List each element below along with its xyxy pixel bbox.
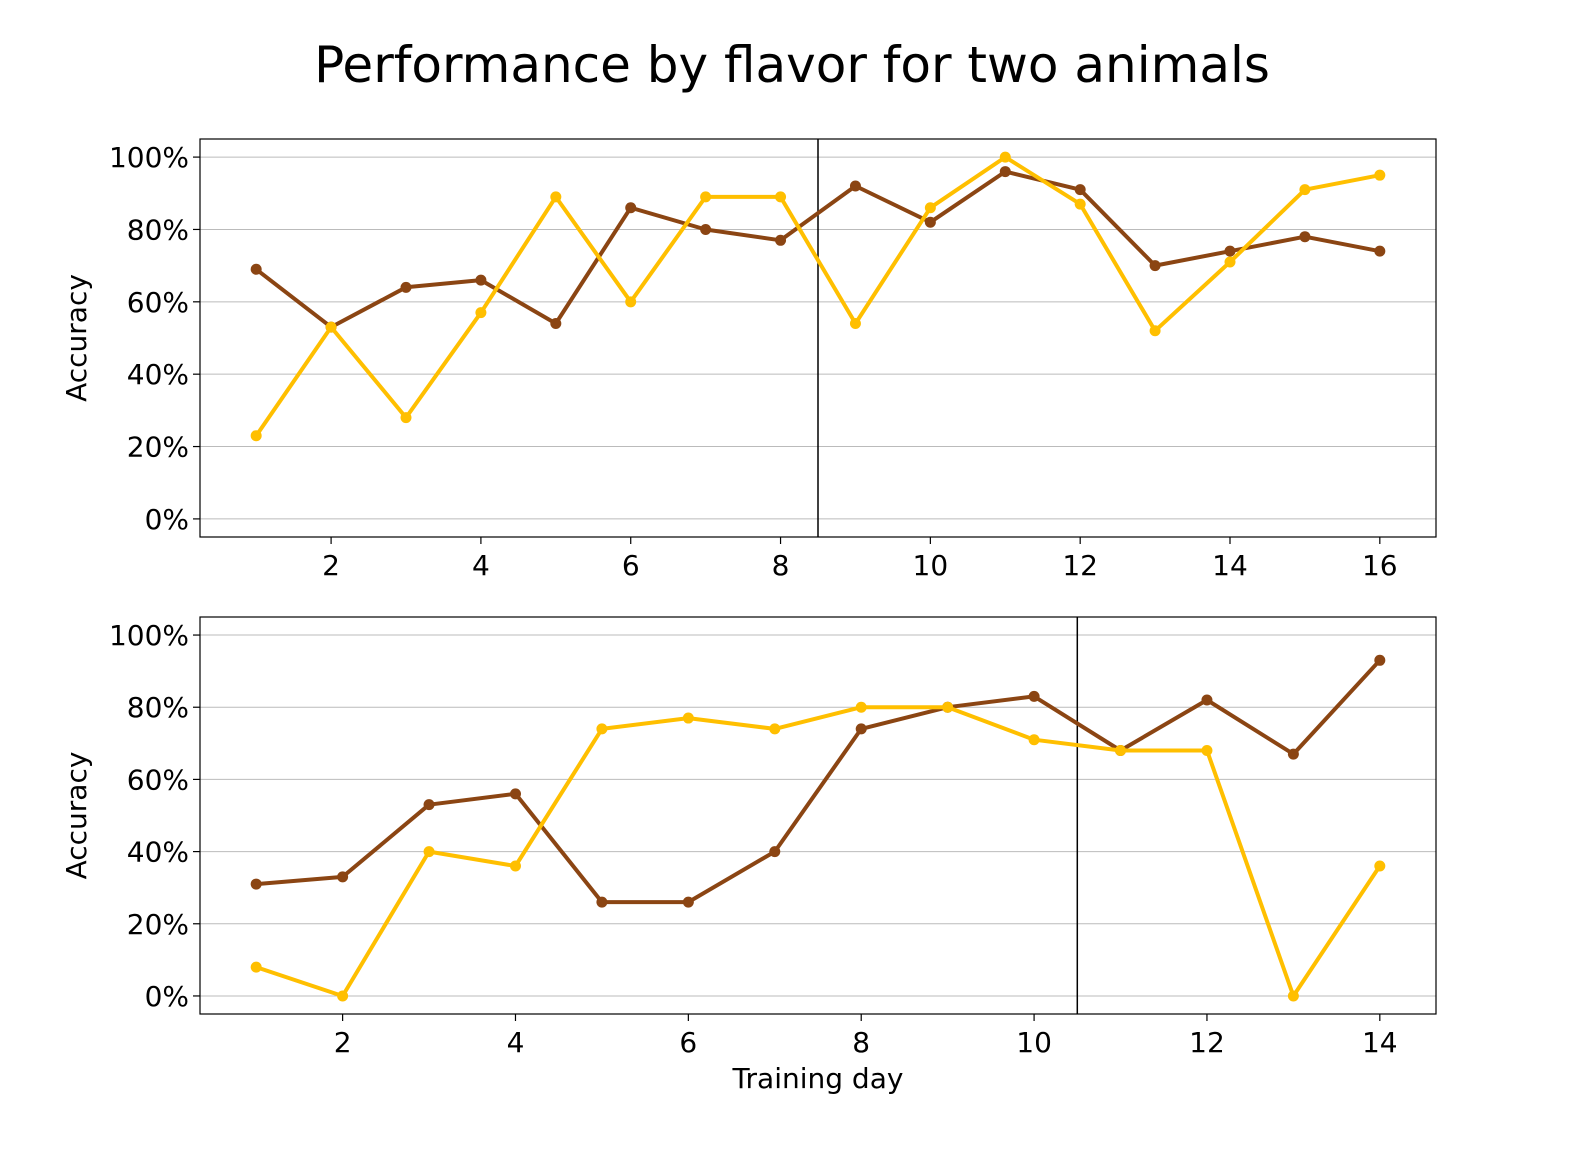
data-point — [400, 412, 412, 424]
x-tick-label: 10 — [1016, 1026, 1052, 1059]
x-tick-label: 2 — [322, 549, 340, 582]
y-axis-label: Accuracy — [60, 274, 93, 402]
data-point — [423, 799, 435, 811]
data-point — [1287, 990, 1299, 1002]
x-tick-label: 8 — [852, 1026, 870, 1059]
data-point — [849, 180, 861, 192]
data-point — [509, 788, 521, 800]
y-tick-label: 40% — [127, 358, 189, 391]
x-tick-label: 4 — [507, 1026, 525, 1059]
data-point — [550, 318, 562, 330]
data-point — [250, 263, 262, 275]
axes-frame — [199, 616, 1437, 1015]
data-point — [1074, 184, 1086, 196]
y-tick-label: 80% — [127, 213, 189, 246]
data-point — [775, 234, 787, 246]
data-point — [1201, 745, 1213, 757]
figure-title: Performance by flavor for two animals — [314, 36, 1270, 94]
data-point — [475, 307, 487, 319]
data-point — [1115, 745, 1127, 757]
chart-panel-2: 0% 20% 40% 60% 80% 100% 2 4 6 8 10 12 14 Accuracy Trai… — [60, 616, 1437, 1095]
data-point — [942, 701, 954, 713]
x-tick-label: 14 — [1212, 549, 1248, 582]
data-point — [250, 961, 262, 973]
y-tick-label: 60% — [127, 763, 189, 796]
x-tick-label: 2 — [334, 1026, 352, 1059]
x-tick-label: 16 — [1362, 549, 1398, 582]
y-axis-label: Accuracy — [60, 752, 93, 880]
data-point — [325, 321, 337, 333]
data-point — [775, 191, 787, 203]
data-point — [1149, 260, 1161, 272]
data-point — [423, 846, 435, 858]
data-point — [1374, 169, 1386, 181]
data-point — [1224, 256, 1236, 268]
x-tick-label: 12 — [1189, 1026, 1225, 1059]
y-tick-label: 20% — [127, 431, 189, 464]
series-line-2 — [254, 155, 1381, 437]
data-point — [924, 202, 936, 214]
data-point — [855, 723, 867, 735]
x-tick-label: 14 — [1362, 1026, 1398, 1059]
data-point — [1374, 245, 1386, 257]
data-point — [625, 202, 637, 214]
y-tick-label: 40% — [127, 836, 189, 869]
x-tick-label: 6 — [679, 1026, 697, 1059]
data-point — [475, 274, 487, 286]
data-point — [769, 723, 781, 735]
data-point — [1028, 690, 1040, 702]
y-tick-label: 20% — [127, 908, 189, 941]
chart-panel-1: 0% 20% 40% 60% 80% 100% 2 4 6 8 10 12 14 16 Accuracy — [60, 138, 1437, 582]
data-point — [400, 281, 412, 293]
data-point — [1287, 748, 1299, 760]
y-tick-label: 100% — [109, 141, 189, 174]
data-point — [682, 896, 694, 908]
data-point — [999, 166, 1011, 178]
data-point — [1299, 184, 1311, 196]
data-point — [924, 216, 936, 228]
data-point — [682, 712, 694, 724]
data-point — [1149, 325, 1161, 337]
data-point — [625, 296, 637, 308]
data-point — [1028, 734, 1040, 746]
data-point — [1201, 694, 1213, 706]
y-tick-label: 100% — [109, 619, 189, 652]
data-point — [999, 151, 1011, 163]
x-tick-label: 6 — [622, 549, 640, 582]
data-point — [337, 871, 349, 883]
data-point — [1224, 245, 1236, 257]
data-point — [700, 191, 712, 203]
x-axis-label: Training day — [732, 1062, 904, 1095]
data-point — [509, 860, 521, 872]
data-point — [596, 723, 608, 735]
data-point — [1299, 231, 1311, 243]
data-point — [700, 223, 712, 235]
x-tick-label: 4 — [472, 549, 490, 582]
y-tick-label: 80% — [127, 691, 189, 724]
data-point — [769, 846, 781, 858]
data-point — [337, 990, 349, 1002]
y-tick-label: 0% — [145, 503, 189, 536]
data-point — [1374, 860, 1386, 872]
data-point — [1074, 198, 1086, 210]
y-tick-label: 60% — [127, 286, 189, 319]
data-point — [250, 878, 262, 890]
data-point — [849, 318, 861, 330]
y-tick-label: 0% — [145, 980, 189, 1013]
data-point — [596, 896, 608, 908]
data-point — [250, 430, 262, 442]
x-tick-label: 10 — [913, 549, 949, 582]
x-tick-label: 12 — [1062, 549, 1098, 582]
axes-frame — [199, 138, 1437, 538]
series-line-1 — [256, 658, 1382, 905]
series-line-1 — [254, 169, 1381, 330]
data-point — [855, 701, 867, 713]
data-point — [1374, 654, 1386, 666]
data-point — [550, 191, 562, 203]
x-tick-label: 8 — [772, 549, 790, 582]
series-line-2 — [255, 705, 1382, 998]
